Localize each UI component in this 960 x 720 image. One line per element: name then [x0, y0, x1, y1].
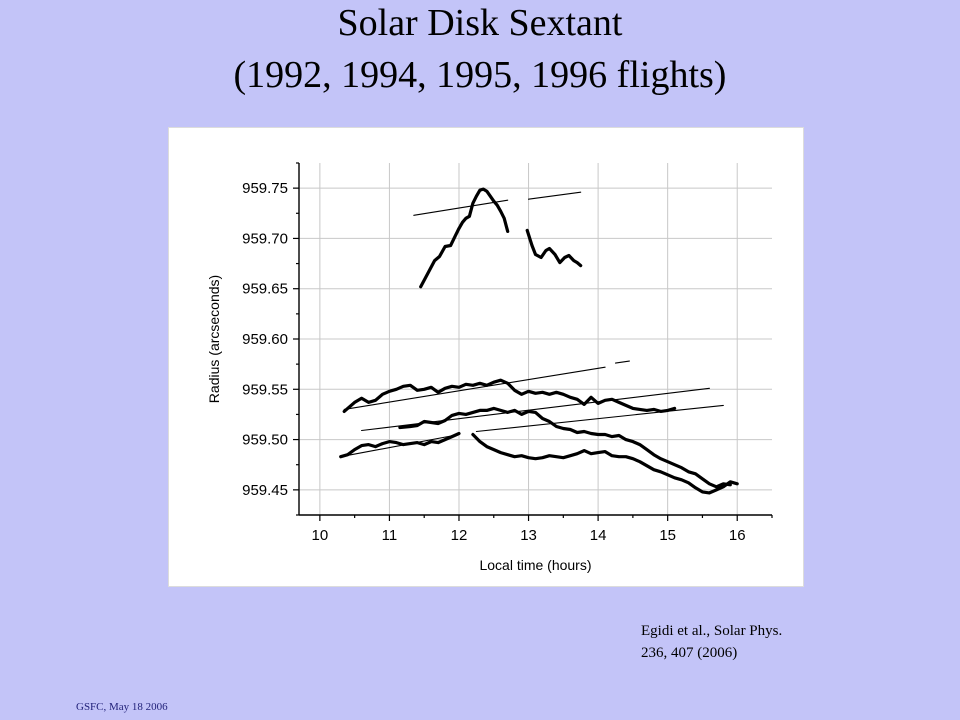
x-tick-label: 15 — [659, 527, 676, 544]
radius-measurement-curve-2 — [525, 228, 583, 268]
title-line-2: (1992, 1994, 1995, 1996 flights) — [233, 54, 727, 96]
y-tick-label: 959.70 — [242, 230, 288, 247]
y-tick-label: 959.45 — [242, 482, 288, 499]
trend-fit-line-13 — [340, 433, 460, 458]
radius-measurement-curve-5 — [339, 431, 461, 459]
grid — [299, 163, 772, 515]
radius-measurement-curve-1 — [419, 187, 510, 289]
trend-fit-line-10 — [614, 360, 630, 364]
radius-time-chart: 959.45 959.50 959.55 959.60 959.65 959.70 959.… — [206, 162, 773, 573]
citation: Egidi et al., Solar Phys. 236, 407 (2006… — [641, 620, 782, 664]
y-tick-label: 959.60 — [242, 331, 288, 348]
radius-measurement-curve-6 — [471, 432, 739, 495]
trend-fit-line-8 — [527, 191, 582, 200]
trend-fit-line-12 — [475, 404, 724, 433]
radius-measurement-curve-3 — [342, 378, 677, 413]
x-tick-label: 13 — [520, 527, 537, 544]
x-axis-title: Local time (hours) — [479, 557, 591, 573]
citation-line-2: 236, 407 (2006) — [641, 645, 738, 661]
x-tick-label: 12 — [451, 527, 468, 544]
chart-figure: 959.45 959.50 959.55 959.60 959.65 959.70 959.… — [168, 127, 804, 587]
axes — [293, 162, 773, 521]
y-tick-label: 959.65 — [242, 281, 288, 298]
y-tick-label: 959.75 — [242, 180, 288, 197]
y-axis-title: Radius (arcseconds) — [206, 275, 222, 403]
trend-fit-line-7 — [413, 199, 509, 216]
y-tick-label: 959.50 — [242, 432, 288, 449]
y-tick-label: 959.55 — [242, 381, 288, 398]
title-line-1: Solar Disk Sextant — [337, 2, 623, 44]
x-tick-label: 10 — [312, 527, 329, 544]
trend-fit-line-11 — [361, 387, 710, 432]
footer-text: GSFC, May 18 2006 — [76, 701, 168, 713]
x-tick-label: 11 — [382, 527, 398, 544]
data-series — [339, 187, 739, 495]
citation-line-1: Egidi et al., Solar Phys. — [641, 623, 783, 639]
x-tick-label: 14 — [590, 527, 607, 544]
radius-measurement-curve-4 — [398, 406, 732, 489]
x-tick-label: 16 — [729, 527, 746, 544]
axis-labels: 959.45 959.50 959.55 959.60 959.65 959.70 959.… — [206, 180, 746, 573]
trend-fit-line-9 — [343, 366, 606, 410]
